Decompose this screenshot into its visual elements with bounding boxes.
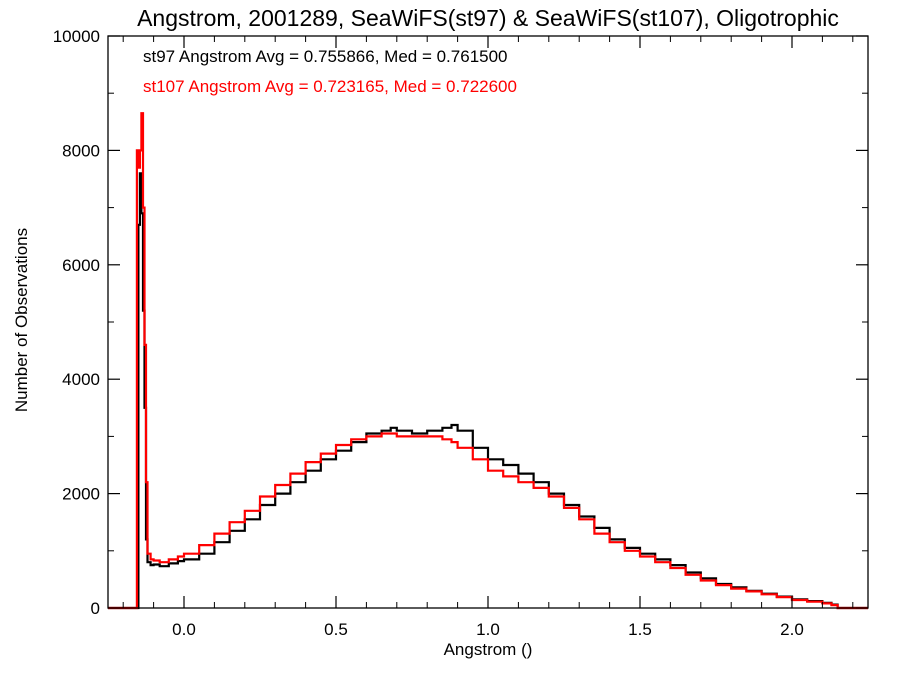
chart-title: Angstrom, 2001289, SeaWiFS(st97) & SeaWi… — [137, 5, 839, 31]
x-axis-title: Angstrom () — [444, 640, 533, 659]
y-tick-label: 0 — [91, 599, 100, 618]
st97-stats-annotation: st97 Angstrom Avg = 0.755866, Med = 0.76… — [143, 47, 508, 66]
st97-histogram-line — [108, 172, 868, 610]
x-tick-label: 0.0 — [172, 620, 196, 639]
y-tick-label: 10000 — [53, 27, 100, 46]
x-tick-label: 1.0 — [476, 620, 500, 639]
y-tick-label: 8000 — [62, 141, 100, 160]
ticks-layer: 0.0 0.5 1.0 1.5 2.0 0 2000 4000 6000 8000 10000 — [53, 27, 868, 639]
x-tick-label: 2.0 — [780, 620, 804, 639]
x-tick-label: 0.5 — [324, 620, 348, 639]
y-tick-label: 2000 — [62, 485, 100, 504]
st107-stats-annotation: st107 Angstrom Avg = 0.723165, Med = 0.7… — [143, 77, 517, 96]
plot-frame — [107, 35, 869, 609]
y-axis-title: Number of Observations — [12, 228, 31, 412]
series-layer — [108, 112, 868, 610]
y-tick-label: 6000 — [62, 256, 100, 275]
x-tick-label: 1.5 — [628, 620, 652, 639]
y-tick-label: 4000 — [62, 370, 100, 389]
st107-histogram-line — [108, 112, 868, 610]
